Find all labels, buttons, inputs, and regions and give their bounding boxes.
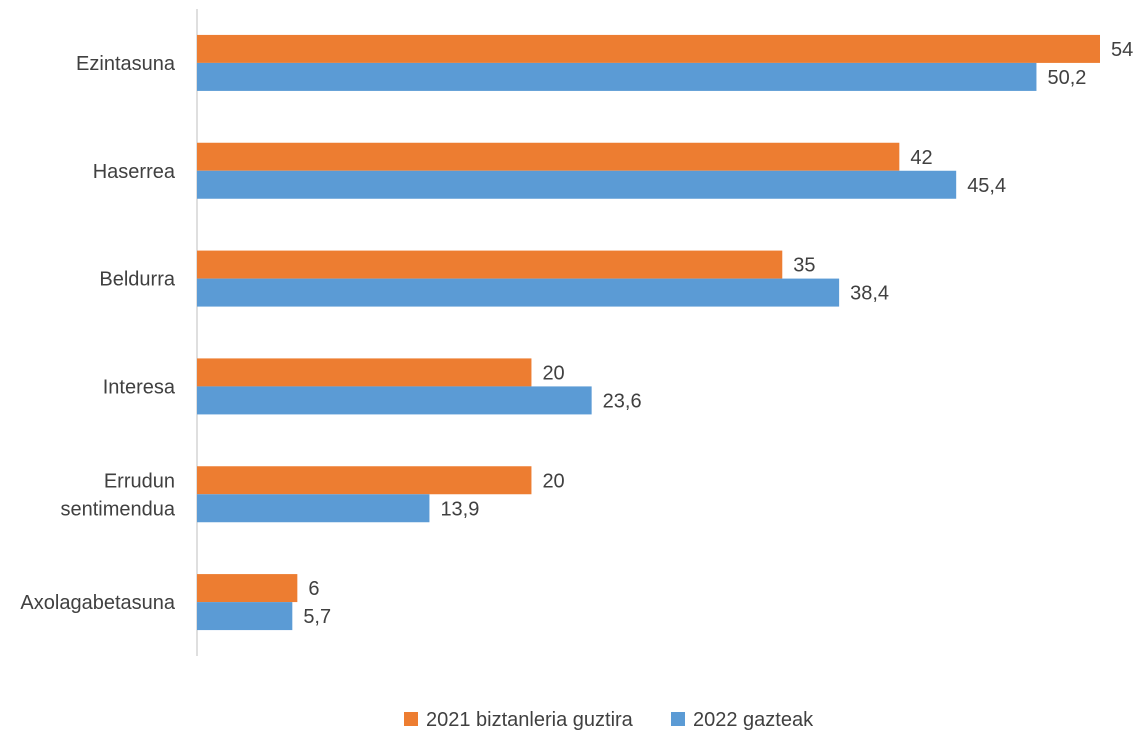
legend-swatch: [404, 712, 418, 726]
bar-series-1: [197, 142, 900, 171]
data-label: 20: [542, 470, 564, 492]
data-label: 45,4: [967, 175, 1006, 197]
bar-series-1: [197, 466, 532, 495]
legend-label: 2021 biztanleria guztira: [426, 709, 634, 731]
value-labels: 54 50,2 42 45,4 35 38,4 20 23,6 20 13,9 6 5,7: [303, 39, 1133, 628]
data-label: 35: [793, 255, 815, 277]
data-label: 5,7: [303, 606, 331, 628]
data-label: 13,9: [440, 498, 479, 520]
bar-series-2: [197, 602, 293, 631]
bar-series-2: [197, 62, 1037, 91]
legend-label: 2022 gazteak: [693, 709, 814, 731]
bar-series-1: [197, 358, 532, 387]
legend: 2021 biztanleria guztira 2022 gazteak: [404, 709, 814, 731]
bar-series-2: [197, 494, 430, 523]
category-label: Haserrea: [93, 161, 176, 183]
bar-series-1: [197, 34, 1100, 63]
data-label: 54: [1111, 39, 1133, 61]
legend-swatch: [671, 712, 685, 726]
category-label: sentimendua: [60, 498, 175, 520]
category-label: Errudun: [104, 470, 175, 492]
data-label: 23,6: [603, 390, 642, 412]
data-label: 38,4: [850, 283, 889, 305]
category-label: Ezintasuna: [76, 53, 176, 75]
data-label: 50,2: [1047, 67, 1086, 89]
data-label: 6: [308, 578, 319, 600]
bars-layer: [197, 34, 1100, 631]
category-label: Axolagabetasuna: [20, 592, 175, 614]
bar-series-2: [197, 386, 592, 415]
bar-series-2: [197, 278, 840, 307]
category-labels: Ezintasuna Haserrea Beldurra Interesa Errudu…: [20, 53, 175, 614]
bar-series-1: [197, 250, 783, 279]
data-label: 20: [542, 362, 564, 384]
bar-series-2: [197, 170, 957, 199]
category-label: Interesa: [103, 376, 176, 398]
data-label: 42: [910, 147, 932, 169]
category-label: Beldurra: [99, 269, 175, 291]
bar-series-1: [197, 574, 298, 603]
